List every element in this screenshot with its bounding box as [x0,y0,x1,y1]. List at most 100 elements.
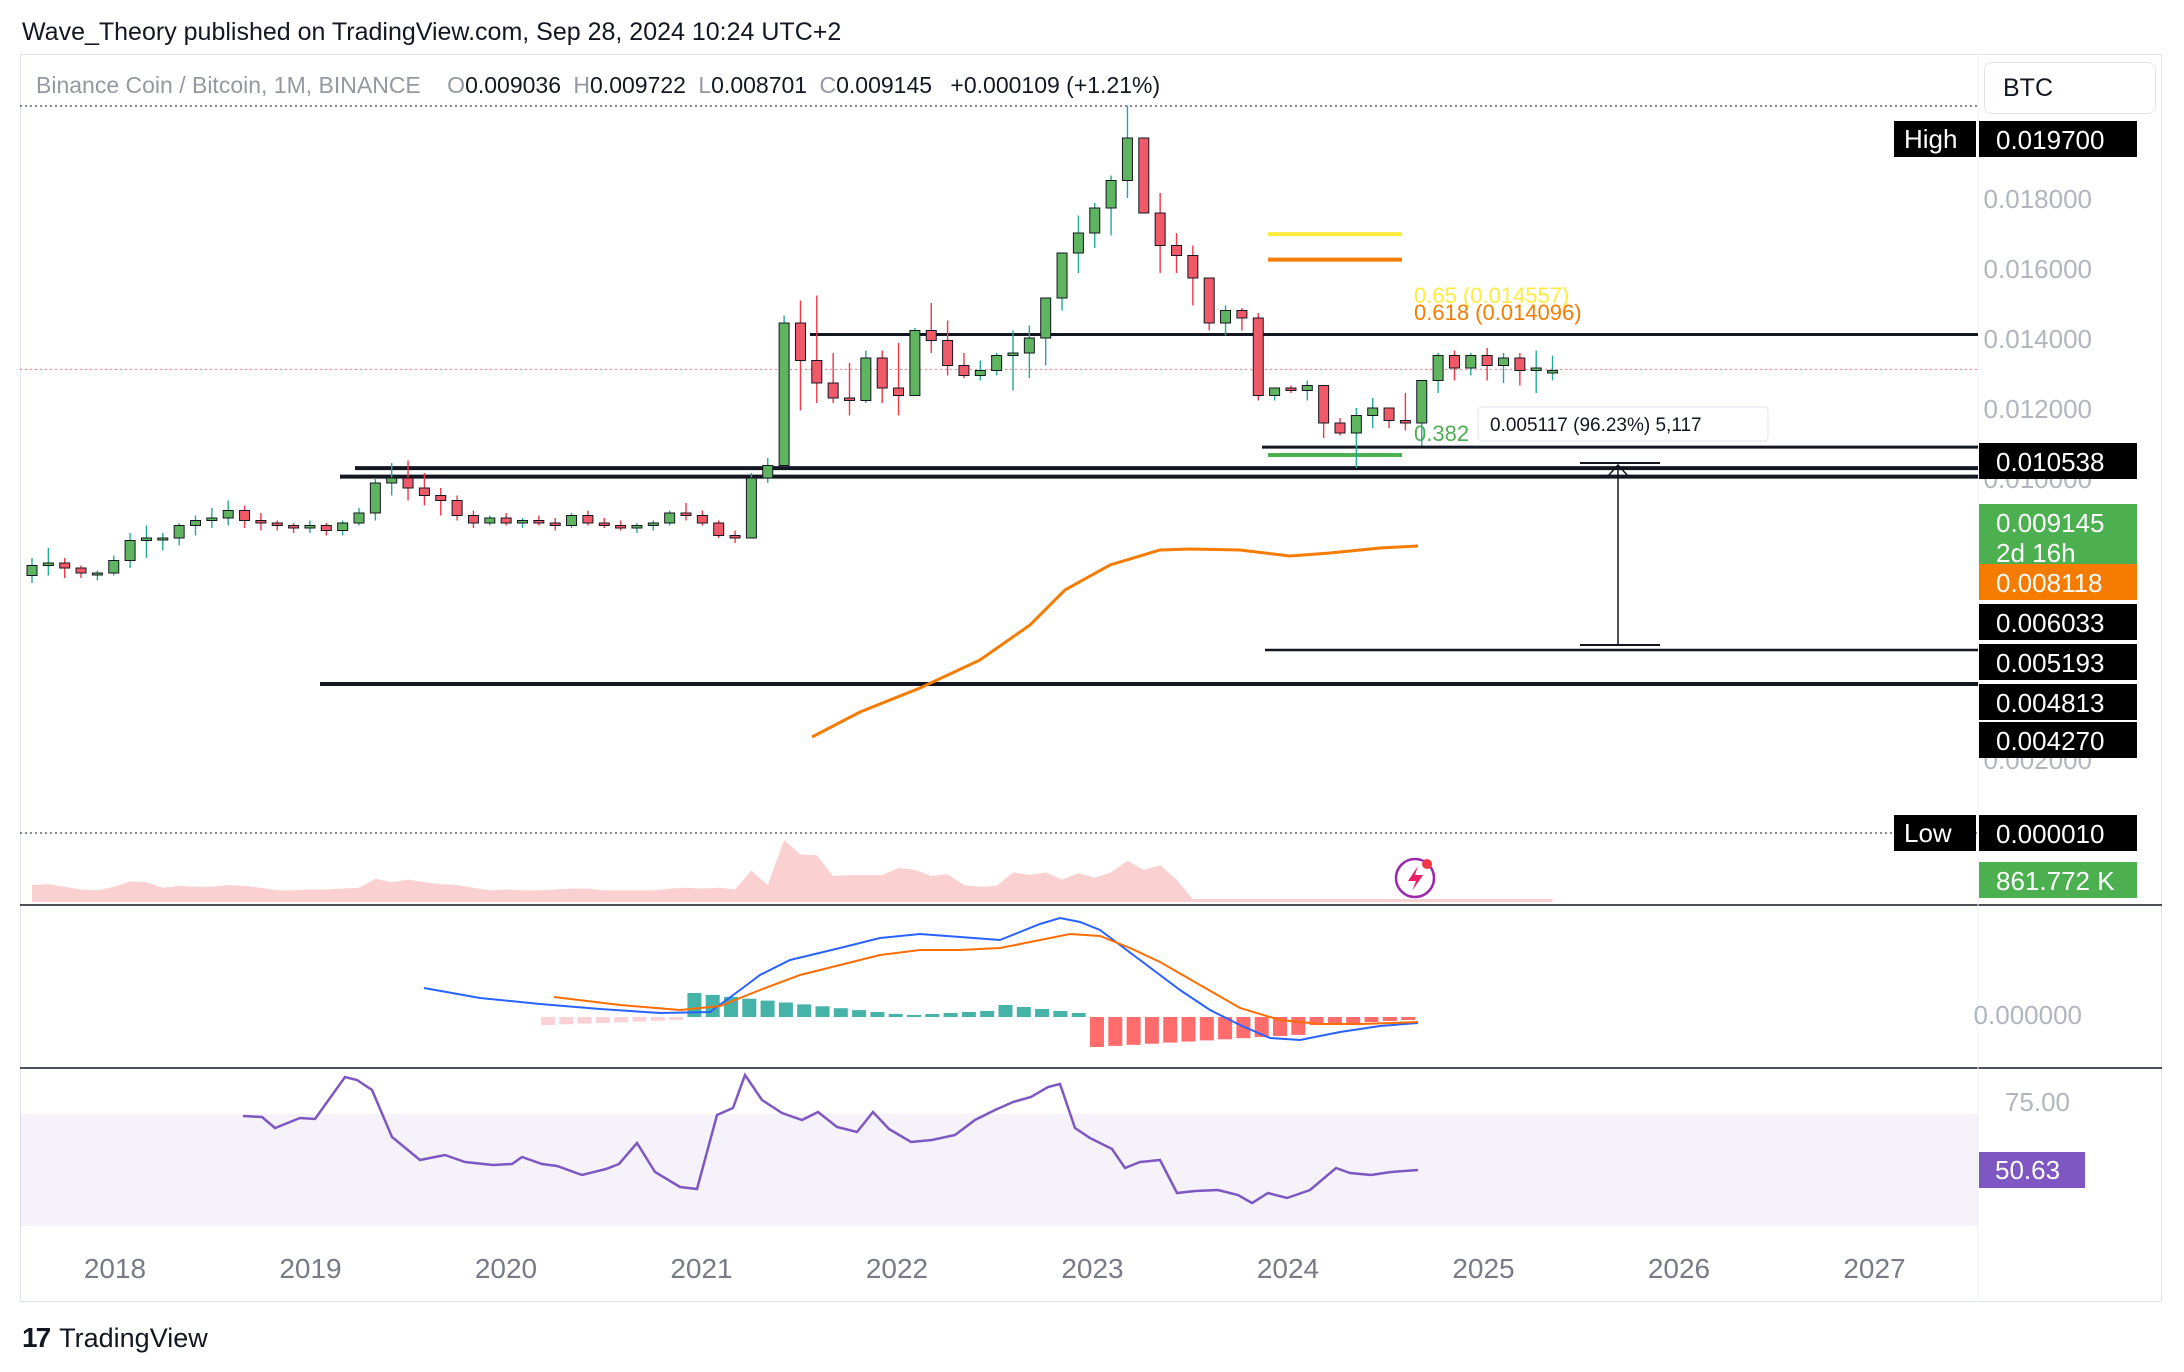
candle-body [1203,277,1215,324]
candle-body [1007,352,1019,356]
macd-histogram-bar [833,1008,848,1017]
candle-body [1121,137,1133,181]
candle-body [1252,317,1264,396]
footer-brand: 17 TradingView [22,1322,208,1354]
price-badge-value: 0.000010 [1996,819,2104,849]
measure-label: 0.005117 (96.23%) 5,117 [1490,415,1702,436]
macd-histogram-bar [541,1017,555,1025]
candle-body [844,397,855,401]
close-value: 0.009145 [836,72,933,98]
candle-body [320,525,332,531]
candle-body [500,517,512,524]
high-key: H [573,72,591,98]
candle-body [647,522,659,526]
candle-body [402,477,414,489]
candle-body [533,520,545,524]
candle-body [206,517,218,521]
macd-histogram-bar [998,1005,1013,1017]
candle-body [631,525,643,529]
candle-body [484,517,496,524]
candle-body [1383,407,1395,421]
price-badge [1979,604,2137,640]
macd-histogram-bar [1199,1017,1214,1041]
fib-label-065: 0.65 (0.014557) [1414,283,1569,308]
candle-body [386,477,398,484]
macd-histogram-bar [559,1017,574,1025]
macd-histogram-bar [1273,1017,1287,1036]
change-value: +0.000109 (+1.21%) [950,72,1161,98]
time-axis-label: 2027 [1843,1253,1905,1284]
macd-histogram-bar [1053,1011,1068,1017]
macd-histogram-bar [614,1017,629,1023]
ema-line [811,544,1419,739]
candle-body [1105,180,1117,209]
candle-body [1171,245,1182,256]
volume-badge-value: 861.772 K [1996,866,2115,896]
candle-body [860,357,872,401]
price-badge [1979,644,2137,680]
macd-histogram-bar [632,1017,647,1022]
candle-body [974,370,986,376]
macd-histogram-bar [1090,1017,1104,1047]
candle-body [1514,357,1526,371]
price-badge-value: 0.004813 [1996,688,2104,718]
candle-body [467,515,479,524]
candle-body [1350,415,1362,434]
currency-button[interactable]: BTC [1984,62,2156,114]
macd-histogram-bar [742,998,757,1017]
price-badge-countdown: 2d 16h [1996,538,2076,568]
macd-zero-label: 0.000000 [1974,1000,2082,1030]
candle-body [124,540,136,561]
macd-histogram-bar [724,996,738,1017]
candle-body [1056,252,1068,299]
fib-label-0382: 0.382 [1414,421,1469,446]
candle-body [271,522,283,526]
macd-histogram-bar [1108,1017,1123,1046]
candle-body [304,525,316,529]
price-badge-value: 0.004270 [1996,726,2104,756]
candle-body [239,510,251,521]
candle-body [1318,385,1330,424]
macd-histogram-bar [1346,1017,1361,1023]
candle-body [1530,367,1542,371]
candle-body [893,387,905,396]
rsi-band [20,1114,1978,1226]
macd-histogram-bar [778,1002,793,1017]
chart-frame [20,54,2162,1302]
price-tick-label: 0.014000 [1984,324,2092,354]
fib-label-0618: 0.618 (0.014096) [1414,300,1582,325]
price-badge [1979,815,2137,851]
price-badge-value: 0.008118 [1996,568,2103,598]
candle-body [582,515,594,524]
candle-body [435,495,447,501]
candle-body [26,565,38,576]
open-key: O [447,72,466,98]
candle-body [173,525,185,539]
footer-brand-text: TradingView [59,1322,208,1353]
candle-body [1089,207,1101,234]
macd-histogram-bar [907,1015,921,1017]
volume-badge [1979,862,2137,898]
macd-histogram-bar [1035,1009,1050,1017]
candle-body [713,522,725,536]
candle-body [222,510,234,519]
macd-histogram-bar [797,1004,812,1017]
candle-body [1220,310,1232,324]
price-badge-label-box [1894,121,1976,157]
measure-label-box [1477,406,1769,442]
rsi-level-label: 75.00 [2005,1087,2070,1117]
price-badge [1979,121,2137,157]
macd-histogram-bar [870,1012,885,1017]
macd-histogram-bar [1181,1017,1196,1042]
candle-body [157,537,169,541]
candle-body [794,322,806,361]
macd-histogram-bar [1291,1017,1306,1035]
candle-body [1481,355,1493,366]
candle-body [958,365,970,376]
candle-body [1432,355,1444,381]
macd-histogram-bar [1236,1017,1251,1039]
symbol-legend: Binance Coin / Bitcoin, 1M, BINANCE O0.0… [36,72,1160,99]
candle-body [909,330,921,396]
candle-body [729,535,741,539]
